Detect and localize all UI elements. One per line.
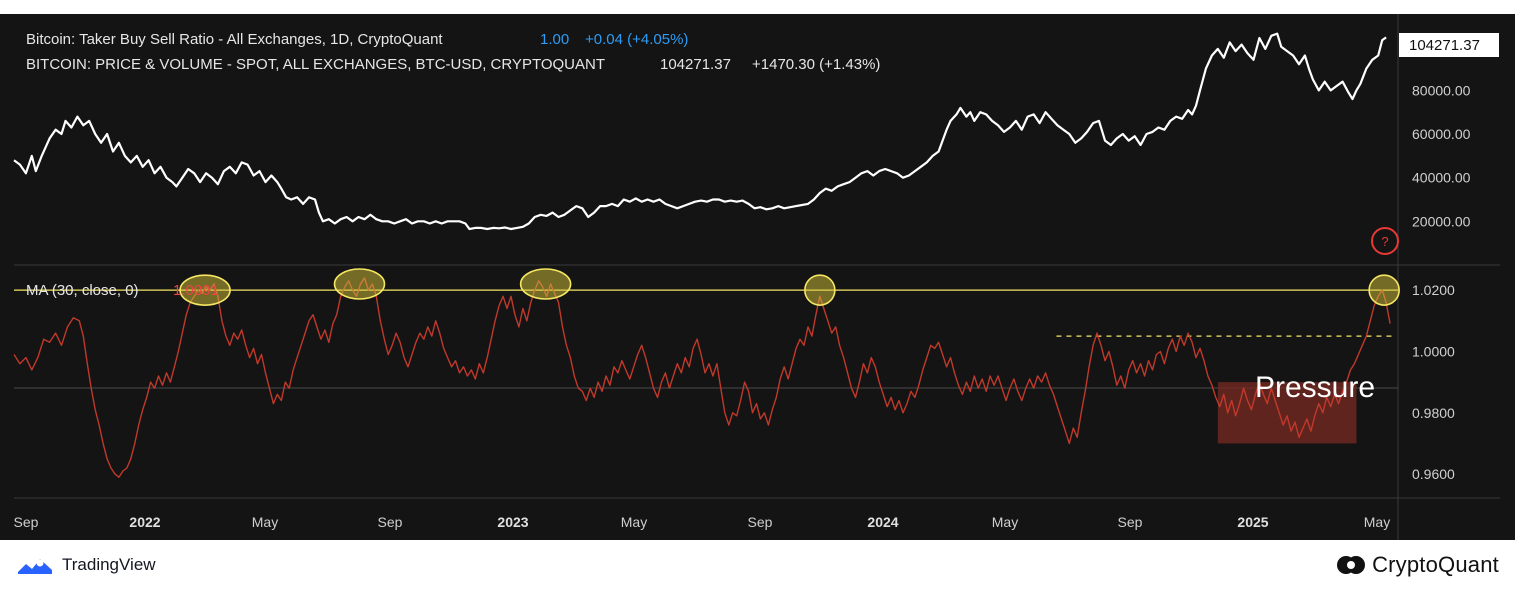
pressure-zone-rect: [1217, 382, 1357, 444]
price-series: [13, 32, 1387, 231]
time-axis-tick: May: [1364, 514, 1390, 530]
tradingview-brand[interactable]: TradingView: [16, 554, 156, 576]
time-axis-tick: Sep: [748, 514, 773, 530]
time-axis-tick: 2022: [129, 514, 160, 530]
pressure-zone: [1217, 382, 1357, 444]
footer: TradingView CryptoQuant: [0, 540, 1515, 592]
price-legend-title: BITCOIN: PRICE & VOLUME - SPOT, ALL EXCH…: [26, 56, 605, 73]
ratio-axis-tick: 0.9800: [1412, 405, 1455, 421]
question-icon-glyph: ?: [1381, 234, 1388, 249]
pressure-label: Pressure: [1255, 371, 1375, 404]
last-price-tag-text: 104271.37: [1409, 37, 1480, 54]
ma-legend-title: MA (30, close, 0): [26, 282, 139, 299]
price-axis-tick: 60000.00: [1412, 126, 1471, 142]
peak-highlight: [1368, 274, 1400, 306]
ratio-legend-title: Bitcoin: Taker Buy Sell Ratio - All Exch…: [26, 31, 443, 48]
time-axis-tick: 2025: [1237, 514, 1268, 530]
cryptoquant-brand[interactable]: CryptoQuant: [1336, 552, 1499, 578]
ratio-axis: 0.9600 0.9800 1.0000 1.0200: [1412, 282, 1455, 482]
tradingview-label: TradingView: [62, 555, 156, 574]
ratio-axis-tick: 1.0000: [1412, 343, 1455, 359]
ratio-series: [13, 277, 1391, 478]
last-price-tag-bg: [1399, 33, 1499, 57]
ratio-axis-tick: 0.9600: [1412, 466, 1455, 482]
time-axis-tick: May: [621, 514, 647, 530]
chart-background: [0, 0, 1515, 540]
price-line: [13, 32, 1387, 231]
price-legend-change: +1470.30 (+1.43%): [752, 56, 880, 73]
ma-legend-value: 1.0091: [173, 282, 219, 299]
peak-highlight: [804, 274, 836, 306]
price-axis-tick: 80000.00: [1412, 82, 1471, 98]
time-axis-tick: May: [992, 514, 1018, 530]
ratio-legend-change: +0.04 (+4.05%): [585, 31, 688, 48]
time-axis-tick: May: [252, 514, 278, 530]
time-axis-tick: Sep: [378, 514, 403, 530]
ratio-axis-tick: 1.0200: [1412, 282, 1455, 298]
ratio-legend-value: 1.00: [540, 31, 569, 48]
cryptoquant-logo-icon: [1337, 556, 1366, 574]
time-axis-tick: 2024: [867, 514, 898, 530]
time-axis: Sep 2022 May Sep 2023 May Sep 2024 May Sep 2025 May: [14, 514, 1391, 530]
last-price-tag: 104271.37: [1399, 33, 1499, 57]
ratio-line: [13, 277, 1391, 478]
peak-highlight: [519, 268, 572, 300]
tradingview-logo-icon: [18, 559, 52, 574]
peak-highlight: [333, 268, 386, 300]
time-axis-tick: Sep: [1118, 514, 1143, 530]
peak-highlights: [179, 268, 1400, 306]
price-legend-value: 104271.37: [660, 56, 731, 73]
price-axis-tick: 40000.00: [1412, 170, 1471, 186]
cryptoquant-label: CryptoQuant: [1372, 552, 1499, 577]
peak-highlight: [179, 274, 231, 306]
threshold-lines: [14, 289, 1398, 337]
time-axis-tick: Sep: [14, 514, 39, 530]
top-margin: [0, 0, 1515, 14]
time-axis-tick: 2023: [497, 514, 528, 530]
question-icon[interactable]: ?: [1371, 227, 1399, 255]
price-axis-tick: 20000.00: [1412, 213, 1471, 229]
chart-canvas: 20000.0040000.0060000.0080000.00100000.0…: [0, 0, 1515, 540]
